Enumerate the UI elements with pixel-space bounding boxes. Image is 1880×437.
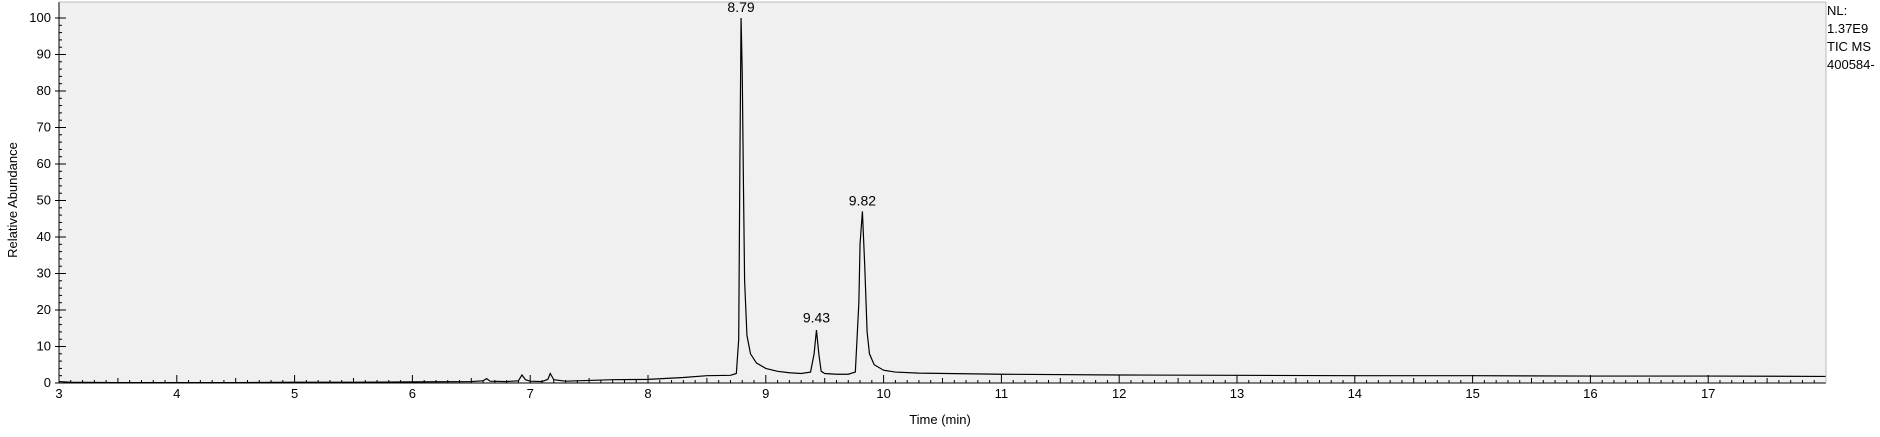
plot-area: [59, 2, 1826, 383]
x-tick-label: 13: [1230, 386, 1244, 401]
x-tick-label: 9: [762, 386, 769, 401]
peak-label: 8.79: [727, 0, 754, 15]
tic-trace: [58, 17, 1827, 384]
x-tick-label: 3: [55, 386, 62, 401]
x-tick-labels: 3 4 5 6 7 8 9 10 11 12 13 14 15 16 17: [55, 386, 1715, 401]
x-tick-label: 15: [1465, 386, 1479, 401]
file-name: 400584-: [1827, 57, 1875, 72]
y-tick-labels: 0 10 20 30 40 50 60 70 80 90 100: [29, 10, 51, 390]
scan-info-panel: NL: 1.37E9 TIC MS 400584-: [1827, 2, 1879, 74]
normalization-label: NL:: [1827, 3, 1848, 18]
x-tick-label: 8: [644, 386, 651, 401]
x-tick-label: 16: [1583, 386, 1597, 401]
peak-label: 9.43: [803, 309, 830, 325]
x-tick-label: 4: [173, 386, 180, 401]
x-tick-label: 5: [291, 386, 298, 401]
y-tick-label: 90: [37, 47, 51, 62]
y-tick-label: 20: [37, 302, 51, 317]
x-tick-label: 11: [995, 386, 1009, 401]
x-tick-label: 17: [1701, 386, 1715, 401]
y-axis-title: Relative Abundance: [5, 142, 20, 258]
x-tick-label: 12: [1112, 386, 1126, 401]
y-tick-label: 40: [37, 229, 51, 244]
x-tick-label: 10: [876, 386, 890, 401]
x-tick-label: 14: [1348, 386, 1362, 401]
peak-label: 9.82: [849, 192, 876, 208]
x-tick-label: 6: [409, 386, 416, 401]
normalization-value: 1.37E9: [1827, 21, 1869, 36]
x-tick-label: 7: [527, 386, 534, 401]
y-tick-label: 60: [37, 156, 51, 171]
y-tick-label: 0: [44, 375, 51, 390]
y-tick-label: 50: [37, 193, 51, 208]
y-tick-label: 30: [37, 266, 51, 281]
y-tick-label: 80: [37, 83, 51, 98]
peak-labels: 8.79 9.43 9.82: [727, 0, 876, 325]
y-tick-label: 10: [37, 339, 51, 354]
y-tick-label: 70: [37, 120, 51, 135]
scan-filter: TIC MS: [1827, 39, 1872, 54]
x-axis-title: Time (min): [909, 412, 971, 427]
y-tick-label: 100: [29, 10, 51, 25]
